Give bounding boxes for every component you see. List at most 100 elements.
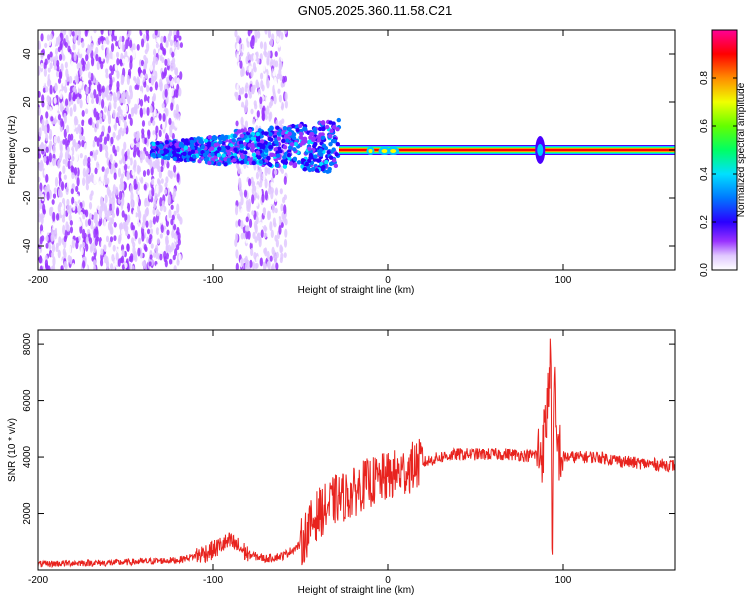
- spectrogram-cell: [273, 195, 278, 203]
- y-tick-label: 2000: [22, 502, 33, 525]
- spectrogram-cell: [160, 158, 165, 167]
- spectrogram-cell: [304, 161, 310, 167]
- spectrogram-cell: [179, 71, 183, 80]
- spectrogram-cell: [121, 154, 126, 164]
- spectrogram-cell: [87, 32, 92, 38]
- spectrogram-cell: [60, 181, 65, 191]
- spectrogram-cell: [105, 36, 109, 45]
- spectrogram-cell: [225, 145, 231, 150]
- spectrogram-cell: [62, 54, 66, 61]
- spectrogram-cell: [75, 248, 80, 259]
- spectrogram-cell: [100, 174, 104, 182]
- spectrogram-cell: [66, 146, 70, 153]
- spectrogram-cell: [63, 128, 67, 139]
- spectrogram-cell: [48, 39, 52, 47]
- spectrogram-cell: [236, 83, 240, 92]
- spectrogram-cell: [287, 131, 292, 137]
- spectrogram-cell: [149, 219, 153, 229]
- spectrogram-cell: [82, 167, 86, 178]
- spectrogram-cell: [106, 215, 110, 221]
- spectrogram-cell: [274, 207, 278, 214]
- chart-title: GN05.2025.360.11.58.C21: [298, 3, 452, 18]
- spectrogram-cell: [109, 153, 113, 163]
- spectrogram-cell: [176, 77, 180, 85]
- spectrogram-cell: [87, 156, 91, 164]
- spectrogram-cell: [239, 60, 243, 69]
- spectrogram-cell: [160, 224, 164, 234]
- spectrogram-cell: [104, 178, 108, 185]
- spectrogram-cell: [124, 56, 129, 64]
- spectrogram-cell: [120, 173, 125, 179]
- spectrogram-cell: [266, 155, 271, 161]
- spectrogram-cell: [267, 187, 272, 195]
- spectrogram-cell: [72, 95, 76, 102]
- spectrogram-cell: [302, 167, 308, 172]
- spectrogram-cell: [113, 34, 117, 42]
- spectrogram-cell: [176, 173, 180, 183]
- spectrogram-cell: [79, 99, 83, 109]
- spectrogram-cell: [261, 30, 265, 38]
- spectrogram-cell: [279, 188, 283, 195]
- spectrogram-cell: [45, 235, 49, 242]
- spectrogram-cell: [65, 221, 69, 231]
- spectrogram-cell: [112, 263, 116, 270]
- spectrogram-cell: [272, 70, 276, 77]
- spectrogram-cell: [117, 167, 122, 178]
- spectrogram-cell: [251, 160, 256, 166]
- spectrogram-cell: [62, 224, 66, 235]
- spectrogram-cell: [104, 145, 108, 153]
- spectrogram-cell: [121, 210, 125, 218]
- spectrogram-cell: [157, 166, 161, 172]
- spectrogram-cell: [95, 94, 99, 105]
- spectrogram-cell: [275, 119, 279, 128]
- spectrogram-cell: [278, 68, 282, 77]
- spectrogram-cell: [185, 141, 191, 146]
- spectrogram-cell: [75, 185, 79, 192]
- spectrogram-cell: [251, 152, 257, 157]
- spectrogram-cell: [166, 79, 170, 85]
- spectrogram-cell: [121, 35, 125, 43]
- spectrogram-cell: [256, 57, 260, 65]
- spectrogram-cell: [168, 208, 172, 219]
- spectrogram-cell: [277, 42, 281, 48]
- spectrogram-cell: [153, 55, 157, 64]
- spectrogram-cell: [118, 98, 123, 104]
- spectrogram-cell: [216, 152, 222, 158]
- spectrogram-cell: [277, 146, 282, 151]
- spectrogram-cell: [129, 89, 133, 100]
- y-tick-label: 20: [22, 96, 33, 108]
- spectrogram-cell: [152, 251, 157, 258]
- spectrogram-cell: [284, 134, 289, 139]
- spectrogram-cell: [333, 163, 339, 169]
- spectrogram-cell: [256, 81, 260, 89]
- spectrogram-cell: [279, 244, 283, 254]
- spectrogram-cell: [155, 140, 160, 146]
- spectrogram-cell: [166, 57, 170, 67]
- spectrogram-cell: [182, 151, 187, 157]
- spectrogram-cell: [307, 167, 312, 173]
- spectrogram-cell: [164, 149, 170, 154]
- spectrogram-cell: [145, 162, 149, 170]
- colorbar-tick-label: 0.4: [699, 167, 710, 181]
- spectrogram-cell: [88, 44, 92, 54]
- spectrogram-cell: [259, 180, 263, 188]
- spectrogram-cell: [111, 118, 116, 126]
- spectrogram-cell: [39, 255, 43, 264]
- spectrogram-cell: [134, 255, 138, 262]
- spectrogram-cell: [114, 149, 118, 157]
- spectrogram-cell: [173, 171, 177, 178]
- spectrogram-cell: [313, 154, 318, 159]
- spectrogram-cell: [57, 35, 61, 45]
- spectrogram-cell: [152, 75, 157, 82]
- spectrogram-cell: [49, 62, 53, 70]
- spectrogram-cell: [268, 81, 273, 92]
- spectrogram-cell: [240, 101, 245, 109]
- spectrogram-cell: [81, 110, 85, 117]
- spectrogram-cell: [189, 139, 194, 145]
- spectrogram-cell: [255, 215, 259, 225]
- spectrogram-cell: [218, 139, 223, 145]
- spectrogram-cell: [271, 263, 275, 270]
- spectrogram-cell: [272, 182, 277, 188]
- spectrogram-cell: [38, 203, 41, 212]
- spectrogram-cell: [331, 121, 336, 126]
